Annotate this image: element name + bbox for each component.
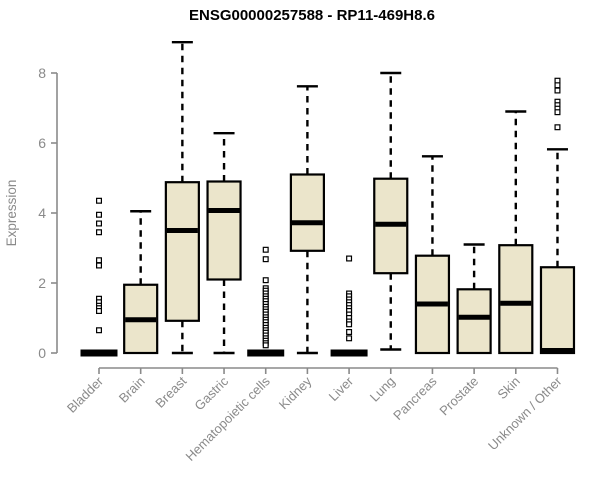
x-category-label-pancreas: Pancreas — [390, 373, 440, 423]
x-category-label-prostate: Prostate — [436, 374, 481, 419]
iqr-box — [539, 266, 576, 355]
y-axis-label: Expression — [4, 180, 19, 247]
boxplot-liver — [330, 255, 368, 357]
boxplot-prostate — [456, 243, 492, 355]
boxplot-breast — [164, 41, 200, 355]
x-category-label-bladder: Bladder — [64, 373, 107, 416]
y-tick-label: 8 — [38, 65, 46, 81]
outlier-point — [554, 109, 561, 116]
boxplot-skin — [498, 110, 534, 355]
iqr-box — [289, 173, 325, 252]
boxplot-brain — [123, 210, 159, 355]
boxplot-bladder — [80, 197, 118, 357]
iqr-box — [456, 288, 492, 355]
iqr-box — [498, 244, 534, 355]
outlier-point — [346, 321, 353, 328]
outlier-point — [95, 220, 102, 227]
boxplot-unknown-other — [539, 77, 576, 355]
boxplot-pancreas — [414, 155, 451, 355]
boxplot-kidney — [289, 85, 325, 355]
outlier-point — [554, 87, 561, 94]
y-tick-label: 0 — [38, 345, 46, 361]
y-tick-label: 6 — [38, 135, 46, 151]
collapsed-box — [247, 349, 285, 357]
x-category-label-unknown-other: Unknown / Other — [485, 373, 565, 453]
collapsed-box — [330, 349, 368, 357]
outlier-point — [95, 262, 102, 269]
iqr-box — [206, 180, 242, 281]
chart-title: ENSG00000257588 - RP11-469H8.6 — [189, 7, 435, 24]
iqr-box — [164, 181, 200, 322]
collapsed-box — [80, 349, 118, 357]
outlier-point — [95, 211, 102, 218]
y-tick-label: 4 — [38, 205, 46, 221]
boxplot-gastric — [206, 131, 242, 355]
outlier-point — [554, 124, 561, 131]
boxplots — [80, 41, 576, 357]
outlier-point — [262, 246, 269, 253]
outlier-point — [95, 308, 102, 315]
outlier-point — [95, 327, 102, 334]
x-category-label-skin: Skin — [494, 374, 522, 402]
outlier-point — [95, 229, 102, 236]
outlier-point — [95, 197, 102, 204]
outlier-point — [554, 82, 561, 89]
x-category-label-liver: Liver — [326, 373, 357, 404]
boxplot-hematopoietic-cells — [247, 246, 285, 357]
outlier-point — [262, 256, 269, 263]
outlier-point — [346, 329, 353, 336]
outlier-point — [346, 335, 353, 342]
outlier-point — [262, 342, 269, 349]
y-tick-label: 2 — [38, 275, 46, 291]
x-category-label-lung: Lung — [367, 374, 398, 405]
x-category-label-breast: Breast — [152, 373, 189, 410]
outlier-point — [346, 255, 353, 262]
boxplot-lung — [373, 71, 409, 351]
outlier-point — [95, 257, 102, 264]
x-category-label-gastric: Gastric — [191, 373, 231, 413]
x-category-label-brain: Brain — [116, 374, 148, 406]
outlier-point — [262, 277, 269, 284]
x-category-label-kidney: Kidney — [276, 373, 315, 412]
